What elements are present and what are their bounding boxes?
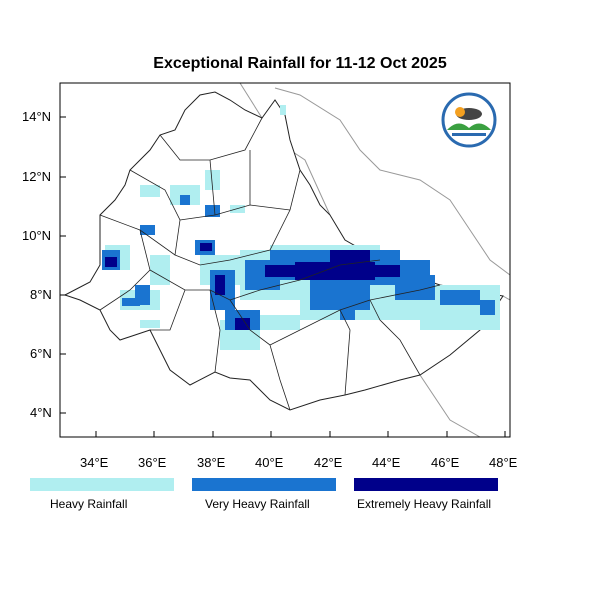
x-tick-label: 36°E [138, 455, 167, 470]
x-tick-label: 44°E [372, 455, 401, 470]
y-tick-label: 4°N [30, 405, 52, 420]
y-tick-label: 14°N [22, 109, 52, 124]
axis-ticks [60, 116, 506, 437]
legend-swatch-extremely-heavy [354, 478, 498, 491]
y-tick-label: 12°N [22, 169, 52, 184]
x-tick-label: 40°E [255, 455, 284, 470]
neighbor-borders [239, 83, 510, 437]
x-tick-label: 48°E [489, 455, 518, 470]
legend-swatch-heavy [30, 478, 174, 491]
logo [441, 92, 497, 148]
x-tick-label: 34°E [80, 455, 109, 470]
region-borders [99, 117, 441, 411]
legend-label-very-heavy: Very Heavy Rainfall [205, 497, 310, 511]
y-tick-label: 6°N [30, 346, 52, 361]
legend-label-extremely-heavy: Extremely Heavy Rainfall [357, 497, 492, 511]
map-frame [59, 82, 511, 438]
y-tick-label: 8°N [30, 287, 52, 302]
map-title: Exceptional Rainfall for 11-12 Oct 2025 [153, 55, 447, 72]
legend-label-heavy: Heavy Rainfall [50, 497, 128, 511]
rain-extremely-heavy [105, 243, 400, 330]
x-tick-label: 38°E [197, 455, 226, 470]
y-tick-label: 10°N [22, 228, 52, 243]
x-tick-label: 46°E [431, 455, 460, 470]
x-tick-label: 42°E [314, 455, 343, 470]
legend-swatch-very-heavy [192, 478, 336, 491]
